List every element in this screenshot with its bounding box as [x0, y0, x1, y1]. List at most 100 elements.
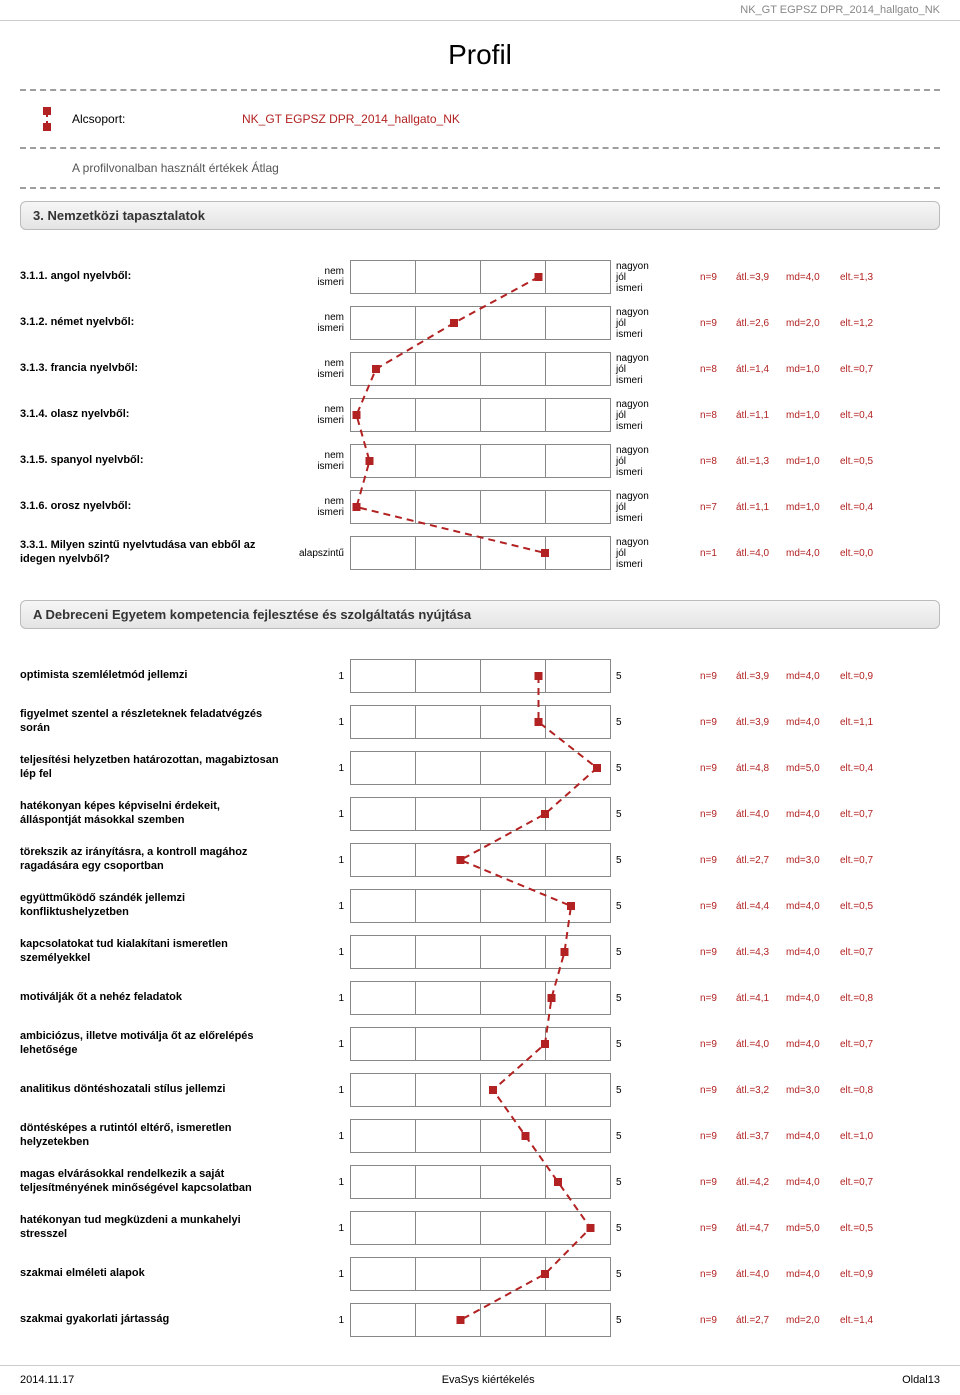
row-stats: n=9átl.=3,9md=4,0elt.=0,9 — [680, 671, 940, 682]
row-stats: n=8átl.=1,4md=1,0elt.=0,7 — [680, 364, 940, 375]
question-label: kapcsolatokat tud kialakítani ismeretlen… — [20, 938, 290, 966]
grid-cell — [350, 791, 610, 837]
subgroup-row: Alcsoport: NK_GT EGPSZ DPR_2014_hallgato… — [0, 91, 960, 147]
left-anchor: 1 — [290, 1039, 350, 1050]
question-label: hatékonyan tud megküzdeni a munkahelyi s… — [20, 1214, 290, 1242]
profile-marker-icon — [40, 107, 54, 131]
question-label: motiválják őt a nehéz feladatok — [20, 991, 290, 1005]
grid-cell — [350, 300, 610, 346]
divider — [20, 187, 940, 189]
grid-cell — [350, 438, 610, 484]
footer-page: Oldal13 — [902, 1374, 940, 1386]
left-anchor: 1 — [290, 717, 350, 728]
right-anchor: 5 — [610, 947, 680, 958]
row-stats: n=9átl.=4,0md=4,0elt.=0,7 — [680, 1039, 940, 1050]
question-label: szakmai elméleti alapok — [20, 1267, 290, 1281]
row-stats: n=9átl.=4,2md=4,0elt.=0,7 — [680, 1177, 940, 1188]
profile-row: kapcsolatokat tud kialakítani ismeretlen… — [20, 929, 940, 975]
profile-row: hatékonyan tud megküzdeni a munkahelyi s… — [20, 1205, 940, 1251]
row-stats: n=9átl.=4,7md=5,0elt.=0,5 — [680, 1223, 940, 1234]
question-label: 3.1.6. orosz nyelvből: — [20, 500, 290, 514]
left-anchor: 1 — [290, 855, 350, 866]
profile-row: szakmai gyakorlati jártasság15n=9átl.=2,… — [20, 1297, 940, 1343]
right-anchor: 5 — [610, 1131, 680, 1142]
question-label: törekszik az irányításra, a kontroll mag… — [20, 846, 290, 874]
row-stats: n=9átl.=3,9md=4,0elt.=1,3 — [680, 272, 940, 283]
grid-cell — [350, 929, 610, 975]
grid-cell — [350, 1113, 610, 1159]
profile-row: 3.1.2. német nyelvből:nemismerinagyonjól… — [20, 300, 940, 346]
subgroup-value: NK_GT EGPSZ DPR_2014_hallgato_NK — [242, 112, 460, 126]
row-stats: n=9átl.=4,0md=4,0elt.=0,9 — [680, 1269, 940, 1280]
row-stats: n=9átl.=4,0md=4,0elt.=0,7 — [680, 809, 940, 820]
grid-cell — [350, 1297, 610, 1343]
subgroup-label: Alcsoport: — [72, 112, 242, 126]
doc-header-id: NK_GT EGPSZ DPR_2014_hallgato_NK — [0, 0, 960, 21]
question-label: döntésképes a rutintól eltérő, ismeretle… — [20, 1122, 290, 1150]
question-label: magas elvárásokkal rendelkezik a saját t… — [20, 1168, 290, 1196]
right-anchor: 5 — [610, 1223, 680, 1234]
right-anchor: 5 — [610, 1085, 680, 1096]
row-stats: n=8átl.=1,1md=1,0elt.=0,4 — [680, 410, 940, 421]
profile-note: A profilvonalban használt értékek Átlag — [0, 149, 960, 187]
right-anchor: nagyonjólismeri — [610, 353, 680, 386]
right-anchor: nagyonjólismeri — [610, 261, 680, 294]
right-anchor: nagyonjólismeri — [610, 445, 680, 478]
right-anchor: 5 — [610, 1177, 680, 1188]
question-label: 3.1.2. német nyelvből: — [20, 316, 290, 330]
left-anchor: 1 — [290, 809, 350, 820]
grid-cell — [350, 699, 610, 745]
left-anchor: 1 — [290, 993, 350, 1004]
profile-row: szakmai elméleti alapok15n=9átl.=4,0md=4… — [20, 1251, 940, 1297]
footer-date: 2014.11.17 — [20, 1374, 74, 1386]
section-header-1: 3. Nemzetközi tapasztalatok — [20, 201, 940, 230]
profile-row: 3.1.6. orosz nyelvből:nemismeri nagyonjól… — [20, 484, 940, 530]
profile-row: motiválják őt a nehéz feladatok15n=9átl.… — [20, 975, 940, 1021]
profile-row: ambiciózus, illetve motiválja őt az előr… — [20, 1021, 940, 1067]
right-anchor: 5 — [610, 1315, 680, 1326]
row-stats: n=9átl.=4,8md=5,0elt.=0,4 — [680, 763, 940, 774]
question-label: 3.1.4. olasz nyelvből: — [20, 408, 290, 422]
right-anchor: 5 — [610, 763, 680, 774]
row-stats: n=9átl.=3,2md=3,0elt.=0,8 — [680, 1085, 940, 1096]
page-footer: 2014.11.17 EvaSys kiértékelés Oldal13 — [0, 1365, 960, 1394]
left-anchor: alapszintű — [290, 548, 350, 559]
profile-row: hatékonyan képes képviselni érdekeit, ál… — [20, 791, 940, 837]
question-label: teljesítési helyzetben határozottan, mag… — [20, 754, 290, 782]
grid-cell — [350, 530, 610, 576]
profile-block-1: 3.1.1. angol nyelvből: nemismeri nagyonjól… — [0, 254, 960, 588]
right-anchor: nagyonjólismeri — [610, 491, 680, 524]
right-anchor: 5 — [610, 1269, 680, 1280]
grid-cell — [350, 837, 610, 883]
grid-cell — [350, 1205, 610, 1251]
grid-cell — [350, 653, 610, 699]
left-anchor: 1 — [290, 1223, 350, 1234]
left-anchor: nemismeri — [290, 496, 350, 518]
profile-row: törekszik az irányításra, a kontroll mag… — [20, 837, 940, 883]
left-anchor: 1 — [290, 1315, 350, 1326]
row-stats: n=9átl.=3,9md=4,0elt.=1,1 — [680, 717, 940, 728]
left-anchor: nemismeri — [290, 450, 350, 472]
grid-cell — [350, 346, 610, 392]
row-stats: n=8átl.=1,3md=1,0elt.=0,5 — [680, 456, 940, 467]
row-stats: n=9átl.=2,7md=2,0elt.=1,4 — [680, 1315, 940, 1326]
question-label: figyelmet szentel a részleteknek feladat… — [20, 708, 290, 736]
grid-cell — [350, 745, 610, 791]
grid-cell — [350, 484, 610, 530]
profile-row: 3.3.1. Milyen szintű nyelvtudása van ebb… — [20, 530, 940, 576]
question-label: 3.1.3. francia nyelvből: — [20, 362, 290, 376]
right-anchor: 5 — [610, 717, 680, 728]
right-anchor: 5 — [610, 1039, 680, 1050]
question-label: 3.1.5. spanyol nyelvből: — [20, 454, 290, 468]
left-anchor: 1 — [290, 1177, 350, 1188]
profile-row: optimista szemléletmód jellemzi15n=9átl.… — [20, 653, 940, 699]
profile-row: 3.1.1. angol nyelvből:nemismerinagyonjól… — [20, 254, 940, 300]
row-stats: n=9átl.=4,1md=4,0elt.=0,8 — [680, 993, 940, 1004]
grid-cell — [350, 392, 610, 438]
grid-cell — [350, 883, 610, 929]
profile-row: 3.1.5. spanyol nyelvből:nemismeri nagyonj… — [20, 438, 940, 484]
question-label: 3.1.1. angol nyelvből: — [20, 270, 290, 284]
row-stats: n=1átl.=4,0md=4,0elt.=0,0 — [680, 548, 940, 559]
footer-center: EvaSys kiértékelés — [442, 1374, 535, 1386]
profile-row: együttműködő szándék jellemzi konfliktus… — [20, 883, 940, 929]
